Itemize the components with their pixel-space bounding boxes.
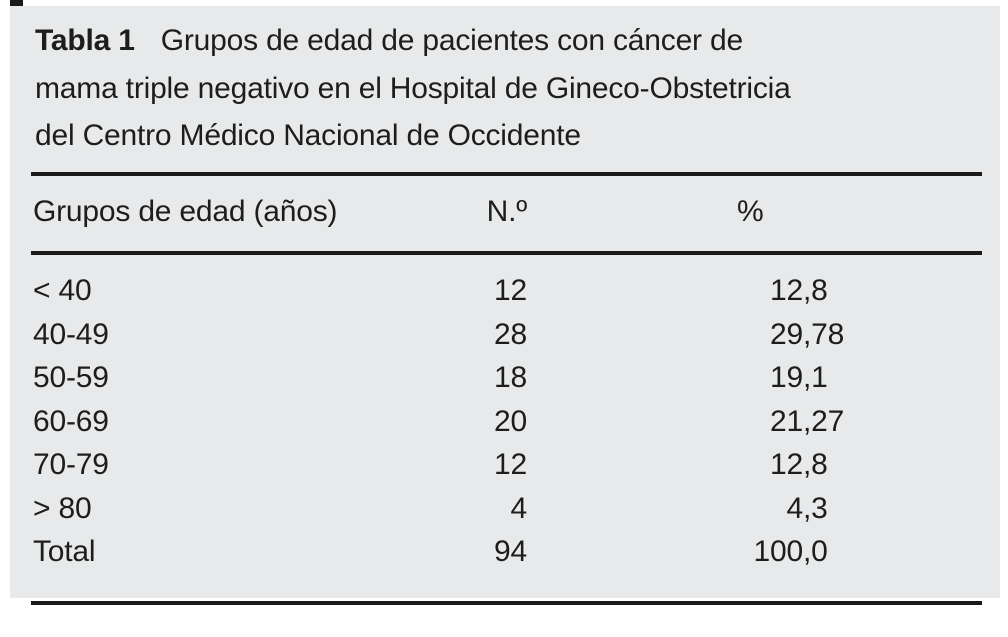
count-cell: 94 — [494, 535, 527, 568]
age-group-cell: Total — [33, 535, 96, 568]
table-row: 50-59 18 19,1 — [31, 356, 982, 400]
count-cell: 12 — [494, 274, 527, 307]
table-number-label: Tabla 1 — [35, 24, 135, 57]
percent-whole-part: 21 — [770, 404, 803, 438]
percent-whole-part: 12 — [770, 274, 803, 307]
count-cell: 18 — [494, 361, 527, 394]
percent-cell: 19,1 — [527, 356, 982, 400]
percent-decimal-part: ,27 — [803, 404, 845, 438]
percent-whole-part: 100 — [753, 535, 804, 568]
percent-cell: 12,8 — [527, 269, 982, 313]
age-group-cell: < 40 — [33, 274, 92, 307]
percent-cell: 12,8 — [527, 443, 982, 487]
age-group-cell: > 80 — [33, 491, 92, 525]
age-group-cell: 40-49 — [33, 317, 109, 351]
table-caption: Tabla 1 Grupos de edad de pacientes con c… — [35, 17, 980, 160]
count-cell: 12 — [494, 448, 527, 481]
table-body: < 40 12 12,8 40-49 28 29,78 50-59 18 19,1 60-69 20… — [31, 255, 982, 605]
percent-cell: 21,27 — [527, 400, 982, 444]
count-cell: 28 — [494, 317, 527, 351]
table-panel: Tabla 1 Grupos de edad de pacientes con c… — [10, 6, 1000, 605]
percent-whole-part: 4 — [786, 491, 804, 525]
percent-decimal-part: ,3 — [803, 491, 828, 525]
table-row: 40-49 28 29,78 — [31, 313, 982, 357]
count-cell: 20 — [494, 404, 527, 438]
percent-decimal-part: ,1 — [803, 361, 828, 394]
count-cell: 4 — [510, 491, 528, 525]
percent-cell: 100,0 — [527, 530, 982, 574]
percent-cell: 29,78 — [527, 313, 982, 357]
age-group-cell: 50-59 — [33, 361, 109, 394]
percent-decimal-part: ,8 — [803, 448, 828, 481]
percent-decimal-part: ,0 — [803, 535, 828, 568]
age-group-cell: 70-79 — [33, 448, 109, 481]
percent-cell: 4,3 — [527, 487, 982, 531]
column-header-n: N.º — [486, 195, 528, 228]
table-row: 60-69 20 21,27 — [31, 400, 982, 444]
table-row: < 40 12 12,8 — [31, 269, 982, 313]
table-row: Total 94 100,0 — [31, 530, 982, 574]
table-row: 70-79 12 12,8 — [31, 443, 982, 487]
caption-line-2: mama triple negativo en el Hospital de G… — [35, 71, 791, 105]
table-row: > 80 4 4,3 — [31, 487, 982, 531]
caption-line-1-text: Grupos de edad de pacientes con cáncer d… — [160, 24, 743, 57]
table-header-row: Grupos de edad (años) N.º % — [31, 172, 982, 255]
percent-decimal-part: ,8 — [803, 274, 828, 307]
percent-whole-part: 19 — [770, 361, 803, 394]
percent-decimal-part: ,78 — [803, 317, 845, 351]
age-groups-table: Grupos de edad (años) N.º % < 40 12 12,8 40… — [31, 172, 982, 605]
column-header-percent-cell: % — [527, 195, 982, 229]
scan-edge-mark — [10, 0, 23, 6]
column-header-age-groups: Grupos de edad (años) — [33, 195, 338, 228]
percent-whole-part: 29 — [770, 317, 803, 351]
caption-line-3: del Centro Médico Nacional de Occidente — [35, 119, 581, 152]
caption-line-1: Tabla 1 Grupos de edad de pacientes con c… — [35, 17, 980, 65]
column-header-percent: % — [737, 195, 764, 228]
age-group-cell: 60-69 — [33, 404, 109, 438]
percent-whole-part: 12 — [770, 448, 803, 481]
